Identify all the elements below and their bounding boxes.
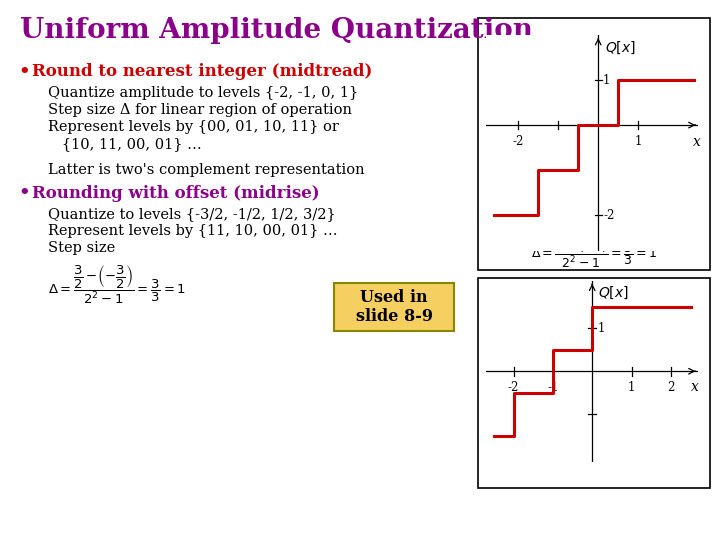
Text: Represent levels by {00, 01, 10, 11} or: Represent levels by {00, 01, 10, 11} or — [48, 120, 339, 134]
FancyBboxPatch shape — [334, 283, 454, 331]
Text: Rounding with offset (midrise): Rounding with offset (midrise) — [32, 185, 320, 201]
Text: Round to nearest integer (midtread): Round to nearest integer (midtread) — [32, 64, 372, 80]
Text: -2: -2 — [513, 135, 523, 148]
Text: Uniform Amplitude Quantization: Uniform Amplitude Quantization — [20, 17, 533, 44]
Text: Quantize amplitude to levels {-2, -1, 0, 1}: Quantize amplitude to levels {-2, -1, 0,… — [48, 86, 359, 100]
Text: 1: 1 — [598, 322, 606, 335]
Text: -1: -1 — [547, 381, 559, 394]
Text: 2: 2 — [667, 381, 675, 394]
Text: 1: 1 — [634, 135, 642, 148]
Text: Used in
slide 8-9: Used in slide 8-9 — [356, 289, 433, 325]
Text: -2: -2 — [603, 208, 614, 221]
Text: Latter is two's complement representation: Latter is two's complement representatio… — [48, 163, 364, 177]
Text: x: x — [691, 380, 699, 394]
Text: $\Delta = \dfrac{1-(-2)}{2^2-1} = \dfrac{3}{3} = 1$: $\Delta = \dfrac{1-(-2)}{2^2-1} = \dfrac… — [531, 240, 657, 270]
Text: -2: -2 — [508, 381, 519, 394]
Text: •: • — [18, 184, 30, 202]
Text: $Q[x]$: $Q[x]$ — [606, 39, 636, 56]
Text: $\Delta = \dfrac{\dfrac{3}{2} - \!\left(-\dfrac{3}{2}\right)}{2^2-1} = \dfrac{3}: $\Delta = \dfrac{\dfrac{3}{2} - \!\left(… — [48, 264, 186, 306]
Text: •: • — [18, 63, 30, 81]
Text: 1: 1 — [628, 381, 635, 394]
Text: x: x — [693, 135, 701, 149]
Text: Step size Δ for linear region of operation: Step size Δ for linear region of operati… — [48, 103, 352, 117]
Text: Quantize to levels {-3/2, -1/2, 1/2, 3/2}: Quantize to levels {-3/2, -1/2, 1/2, 3/2… — [48, 207, 336, 221]
Text: Represent levels by {11, 10, 00, 01} …: Represent levels by {11, 10, 00, 01} … — [48, 224, 338, 238]
Bar — [478, 18, 710, 270]
Bar — [478, 278, 710, 488]
Text: 1: 1 — [603, 73, 611, 86]
Text: {10, 11, 00, 01} …: {10, 11, 00, 01} … — [48, 137, 202, 151]
Text: $Q[x]$: $Q[x]$ — [598, 285, 629, 301]
Text: Step size: Step size — [48, 241, 115, 255]
